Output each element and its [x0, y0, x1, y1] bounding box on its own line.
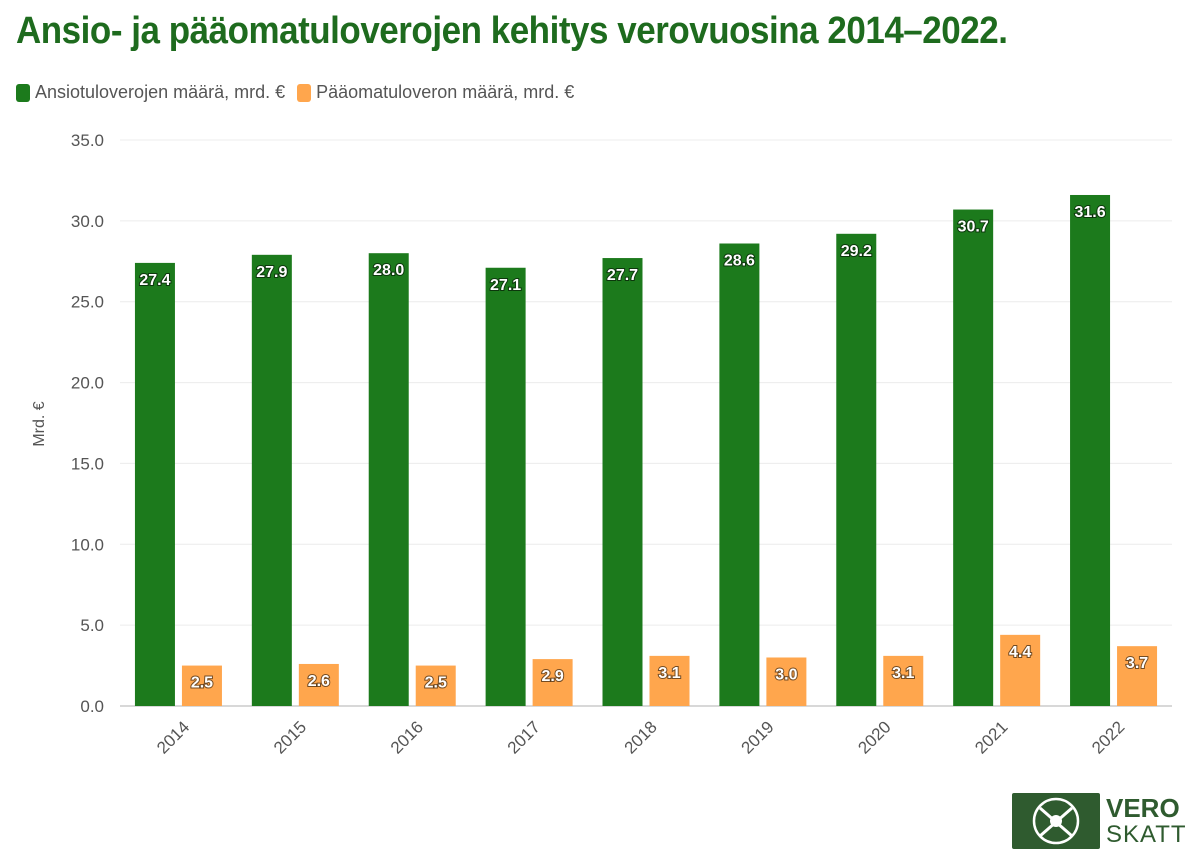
bars: [134, 194, 1158, 707]
bar-ansiotulovero: [368, 253, 409, 706]
bar-paaomatulovero: [649, 655, 690, 706]
bar-ansiotulovero: [485, 267, 526, 706]
logo-text-skatt: SKATT: [1106, 821, 1187, 848]
legend-swatch-series2: [297, 83, 312, 102]
bar-ansiotulovero: [719, 243, 760, 707]
data-label: 31.6: [1074, 204, 1105, 221]
data-label: 3.1: [892, 665, 914, 682]
gridlines: [120, 139, 1172, 707]
x-tick-label: 2015: [270, 717, 310, 757]
x-tick-label: 2016: [387, 717, 427, 757]
bar-paaomatulovero: [298, 663, 339, 706]
bar-chart: 0.05.010.015.020.025.030.035.0 27.42.527…: [31, 131, 1172, 758]
bar-paaomatulovero: [883, 655, 924, 706]
bar-ansiotulovero: [1070, 194, 1111, 707]
legend-label-series2: Pääomatuloveron määrä, mrd. €: [316, 82, 575, 102]
data-label: 2.5: [425, 675, 447, 692]
x-tick-label: 2021: [971, 717, 1011, 757]
x-tick-label: 2018: [621, 717, 661, 757]
y-tick-label: 0.0: [80, 697, 104, 716]
bar-paaomatulovero: [532, 659, 573, 706]
x-tick-label: 2020: [854, 717, 894, 757]
bar-paaomatulovero: [1000, 634, 1041, 706]
data-label: 3.7: [1126, 655, 1148, 672]
y-tick-label: 35.0: [71, 131, 104, 150]
bar-paaomatulovero: [415, 665, 456, 706]
legend-item-series1[interactable]: Ansiotuloverojen määrä, mrd. €: [16, 82, 285, 103]
data-label: 28.0: [373, 262, 404, 279]
vero-skatt-logo: VERO SKATT: [1012, 793, 1188, 849]
data-label: 28.6: [724, 252, 755, 269]
y-tick-label: 30.0: [71, 212, 104, 231]
data-label: 27.1: [490, 277, 521, 294]
data-label: 2.5: [191, 675, 213, 692]
y-tick-label: 5.0: [80, 616, 104, 635]
data-label: 29.2: [841, 243, 872, 260]
legend: Ansiotuloverojen määrä, mrd. € Pääomatul…: [16, 82, 574, 103]
data-label: 3.1: [658, 665, 680, 682]
data-labels: 27.4 2.5 27.9 2.6 28.0 2.5 27.1 2.9 27.7 3.1 28.6 3…: [138, 203, 1149, 693]
bar-ansiotulovero: [602, 258, 643, 706]
y-tick-label: 20.0: [71, 374, 104, 393]
x-tick-label: 2022: [1088, 717, 1128, 757]
y-axis-label: Mrd. €: [31, 401, 48, 446]
bar-paaomatulovero: [766, 657, 807, 706]
chart-title: Ansio- ja pääomatuloverojen kehitys vero…: [16, 10, 1008, 52]
data-label: 2.9: [541, 668, 563, 685]
data-label: 27.7: [607, 267, 638, 284]
y-tick-label: 15.0: [71, 454, 104, 473]
bar-ansiotulovero: [134, 262, 175, 706]
y-axis-ticks: 0.0 5.0 10.0 15.0 20.0 25.0 30.0 35.0: [71, 131, 104, 716]
legend-item-series2[interactable]: Pääomatuloveron määrä, mrd. €: [297, 82, 574, 103]
data-label: 27.4: [139, 272, 170, 289]
vero-emblem-icon: [1012, 793, 1100, 849]
x-tick-label: 2019: [738, 717, 778, 757]
bar-paaomatulovero: [181, 665, 222, 706]
x-axis-ticks: 2014 2015 2016 2017 2018 2019 2020 2021 2022: [153, 717, 1128, 757]
bar-ansiotulovero: [251, 254, 292, 706]
legend-label-series1: Ansiotuloverojen määrä, mrd. €: [35, 82, 286, 102]
x-tick-label: 2017: [504, 717, 544, 757]
y-tick-label: 10.0: [71, 535, 104, 554]
bar-ansiotulovero: [953, 209, 994, 706]
data-label: 30.7: [958, 219, 989, 236]
data-label: 27.9: [256, 264, 287, 281]
legend-swatch-series1: [16, 83, 30, 102]
logo-text-vero: VERO: [1106, 793, 1180, 823]
data-label: 2.6: [308, 673, 330, 690]
data-label: 4.4: [1009, 644, 1031, 661]
x-tick-label: 2014: [153, 717, 193, 757]
data-label: 3.0: [775, 666, 797, 683]
bar-paaomatulovero: [1117, 646, 1158, 706]
bar-ansiotulovero: [836, 233, 877, 706]
y-tick-label: 25.0: [71, 293, 104, 312]
